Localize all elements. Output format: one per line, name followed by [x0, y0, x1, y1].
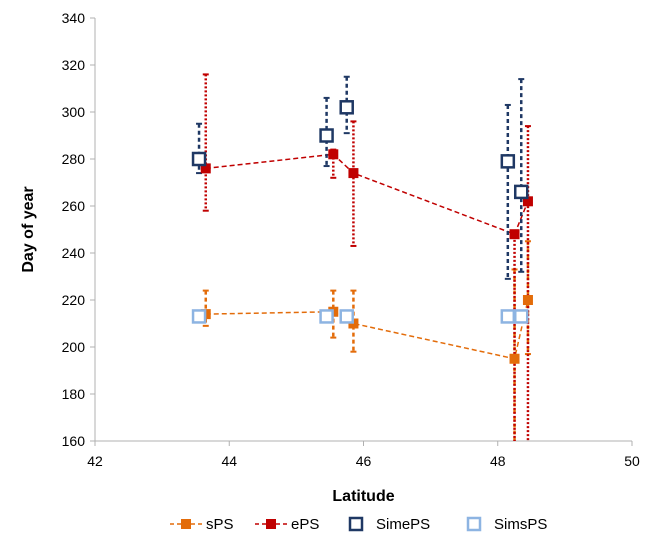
x-tick-label: 48 — [490, 453, 506, 469]
legend-item-sPS: sPS — [170, 516, 234, 533]
markers-sPS — [200, 295, 533, 364]
series-ePS — [202, 73, 531, 441]
legend-label: SimsPS — [494, 516, 547, 533]
data-point — [319, 309, 334, 324]
legend-marker — [348, 516, 364, 532]
y-tick-label: 260 — [62, 198, 86, 214]
data-point — [500, 154, 516, 169]
markers-ePS — [200, 149, 533, 240]
x-tick-label: 46 — [356, 453, 372, 469]
y-tick-label: 320 — [62, 57, 86, 73]
legend-marker — [466, 516, 482, 532]
data-point — [328, 149, 339, 160]
data-point — [522, 196, 533, 207]
legend-marker — [181, 519, 191, 529]
markers-SimsPS — [191, 309, 529, 324]
series-SimePS — [196, 75, 525, 280]
legend-marker — [266, 519, 276, 529]
x-tick-labels: 42 44 46 48 50 — [87, 441, 640, 469]
legend-label: sPS — [206, 516, 234, 533]
series-line — [205, 153, 529, 236]
data-point — [509, 229, 520, 240]
data-point — [339, 309, 354, 324]
data-point — [513, 309, 529, 324]
x-tick-label: 42 — [87, 453, 103, 469]
y-axis-title: Day of year — [20, 186, 37, 272]
y-tick-label: 280 — [62, 151, 86, 167]
markers-SimePS — [191, 100, 529, 200]
legend-item-ePS: ePS — [255, 516, 319, 533]
axes — [94, 18, 632, 442]
legend-item-SimePS: SimePS — [348, 516, 430, 533]
data-point — [319, 128, 334, 143]
data-point — [348, 168, 359, 179]
y-tick-label: 160 — [62, 433, 86, 449]
y-tick-label: 340 — [62, 10, 86, 26]
data-point — [191, 151, 207, 167]
y-tick-label: 300 — [62, 104, 86, 120]
x-axis-title: Latitude — [332, 488, 394, 505]
legend: sPS ePS SimePS SimsPS — [170, 516, 547, 533]
series-line — [205, 299, 529, 360]
data-point — [200, 163, 211, 174]
y-tick-label: 180 — [62, 386, 86, 402]
x-tick-label: 44 — [221, 453, 237, 469]
y-tick-label: 240 — [62, 245, 86, 261]
series-sPS — [202, 240, 531, 441]
data-point — [509, 353, 520, 364]
y-tick-labels: 160 180 200 220 240 260 280 300 320 340 — [62, 10, 95, 449]
data-point — [500, 309, 516, 324]
y-tick-label: 200 — [62, 339, 86, 355]
y-tick-label: 220 — [62, 292, 86, 308]
x-tick-label: 50 — [624, 453, 640, 469]
legend-item-SimsPS: SimsPS — [466, 516, 547, 533]
data-point — [191, 309, 207, 324]
data-point — [522, 295, 533, 305]
data-point — [513, 184, 529, 200]
data-point — [339, 100, 354, 115]
legend-label: ePS — [291, 516, 319, 533]
legend-label: SimePS — [376, 516, 430, 533]
series-layer — [191, 73, 533, 441]
